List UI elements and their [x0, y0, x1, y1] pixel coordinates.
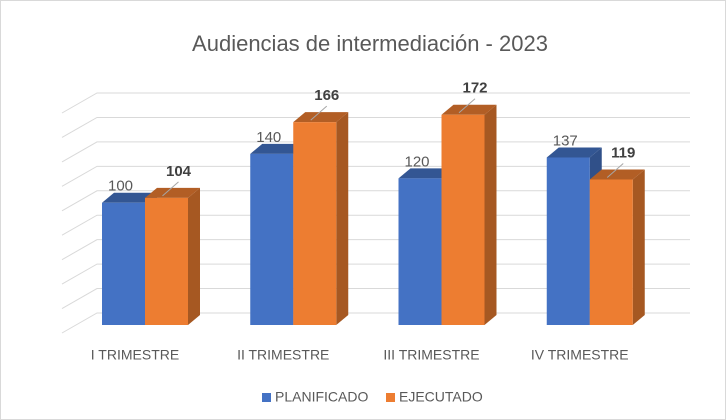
leader-line: [606, 163, 624, 178]
bar-face: [145, 197, 188, 325]
bar: [441, 104, 497, 326]
bar-face: [250, 143, 306, 154]
bar-face: [441, 114, 485, 326]
grid-line: [61, 92, 690, 114]
bar-face: [546, 147, 602, 158]
bar-face: [293, 122, 337, 325]
legend-label: EJECUTADO: [399, 389, 483, 405]
legend-swatch: [262, 393, 271, 402]
bar: [589, 169, 645, 325]
data-label: 120: [404, 153, 429, 170]
data-label: 104: [166, 163, 192, 180]
bar-face: [145, 187, 200, 198]
data-label: 166: [314, 87, 339, 104]
x-tick-label: I TRIMESTRE: [91, 347, 179, 363]
data-label: 119: [611, 145, 635, 162]
legend-label: PLANIFICADO: [275, 389, 368, 405]
data-label: 140: [256, 129, 281, 146]
bar-face: [188, 187, 200, 325]
bar: [293, 112, 349, 325]
bar-face: [336, 112, 349, 325]
leader-line: [162, 181, 179, 197]
bar-face: [102, 192, 157, 203]
x-tick-label: IV TRIMESTRE: [531, 347, 629, 363]
bar-face: [102, 202, 145, 325]
data-label: 172: [462, 80, 487, 97]
bar-face: [250, 153, 294, 325]
bar-face: [484, 104, 497, 326]
bar-face: [398, 168, 454, 179]
bar: [145, 187, 200, 325]
bar-face: [589, 179, 633, 325]
leader-line: [310, 105, 328, 121]
bar-face: [632, 169, 645, 325]
bar-face: [441, 104, 497, 115]
data-label: 137: [553, 133, 578, 150]
legend-swatch: [386, 393, 395, 402]
bar-face: [546, 157, 590, 325]
bar-face: [589, 169, 645, 180]
data-label: 100: [108, 178, 133, 195]
x-tick-label: II TRIMESTRE: [237, 347, 329, 363]
leader-line: [458, 98, 476, 114]
x-tick-label: III TRIMESTRE: [383, 347, 479, 363]
chart-title: Audiencias de intermediación - 2023: [192, 31, 548, 56]
bar-face: [293, 112, 349, 123]
bar-face: [398, 178, 442, 325]
